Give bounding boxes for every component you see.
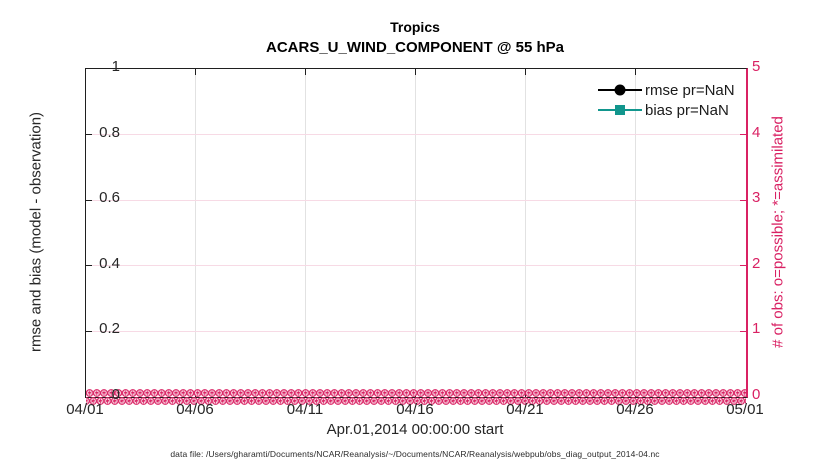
x-tick-mark-top [635, 69, 636, 75]
y-tick-label-left: 0 [111, 386, 120, 403]
y-tick-mark-right [740, 200, 746, 201]
y-tick-label-left: 1 [111, 58, 120, 75]
y-tick-mark-left [86, 331, 92, 332]
y-tick-label-right: 3 [752, 189, 761, 206]
gridline-vertical [415, 69, 416, 397]
x-tick-label: 04/11 [286, 401, 324, 418]
gridline-horizontal [86, 265, 746, 266]
title-region: Tropics [390, 19, 440, 35]
x-tick-label: 04/26 [616, 401, 654, 418]
gridline-vertical [195, 69, 196, 397]
title-variable: ACARS_U_WIND_COMPONENT @ 55 hPa [265, 39, 564, 56]
x-tick-mark-top [195, 69, 196, 75]
data-file-caption: data file: /Users/gharamti/Documents/NCA… [170, 449, 660, 459]
rmse-line-sample [598, 80, 642, 100]
gridline-vertical [305, 69, 306, 397]
y-tick-label-left: 0.8 [99, 124, 120, 141]
x-tick-label: 04/01 [66, 401, 104, 418]
y-tick-mark-right [740, 265, 746, 266]
y-tick-label-right: 0 [752, 386, 761, 403]
y-tick-mark-right [740, 134, 746, 135]
x-tick-mark-top [305, 69, 306, 75]
rmse-circle-marker-icon [614, 84, 626, 96]
gridline-horizontal [86, 134, 746, 135]
plot-area [85, 68, 748, 406]
y-axis-label-right: # of obs: o=possible; *=assimilated [769, 116, 787, 348]
gridline-vertical [635, 69, 636, 397]
legend-item-bias: bias pr=NaN [598, 100, 735, 120]
y-tick-label-right: 2 [752, 255, 761, 272]
y-tick-label-right: 1 [752, 320, 761, 337]
gridline-horizontal [86, 331, 746, 332]
y-tick-mark-left [86, 265, 92, 266]
plot-title: Tropics ACARS_U_WIND_COMPONENT @ 55 hPa [0, 18, 830, 58]
y-tick-mark-left [86, 134, 92, 135]
legend: rmse pr=NaN bias pr=NaN [598, 80, 735, 120]
y-tick-label-left: 0.2 [99, 320, 120, 337]
x-tick-label: 04/06 [176, 401, 214, 418]
y-tick-mark-right [740, 331, 746, 332]
y-tick-label-right: 4 [752, 124, 761, 141]
y-axis-label-left: rmse and bias (model - observation) [27, 111, 45, 353]
bias-line-sample [598, 100, 642, 120]
x-tick-label: 04/16 [396, 401, 434, 418]
y-tick-label-left: 0.4 [99, 255, 120, 272]
x-tick-mark-top [415, 69, 416, 75]
y-tick-label-left: 0.6 [99, 189, 120, 206]
legend-label-rmse: rmse pr=NaN [645, 81, 735, 99]
y-tick-mark-left [86, 200, 92, 201]
x-tick-label: 04/21 [506, 401, 544, 418]
gridline-vertical [525, 69, 526, 397]
bias-square-marker-icon [615, 105, 625, 115]
x-axis-label: Apr.01,2014 00:00:00 start [326, 421, 504, 438]
x-tick-mark-top [525, 69, 526, 75]
y-tick-label-right: 5 [752, 58, 761, 75]
legend-label-bias: bias pr=NaN [645, 101, 729, 119]
x-tick-label: 05/01 [726, 401, 764, 418]
legend-item-rmse: rmse pr=NaN [598, 80, 735, 100]
gridline-horizontal [86, 200, 746, 201]
obs-count-markers [86, 388, 746, 406]
